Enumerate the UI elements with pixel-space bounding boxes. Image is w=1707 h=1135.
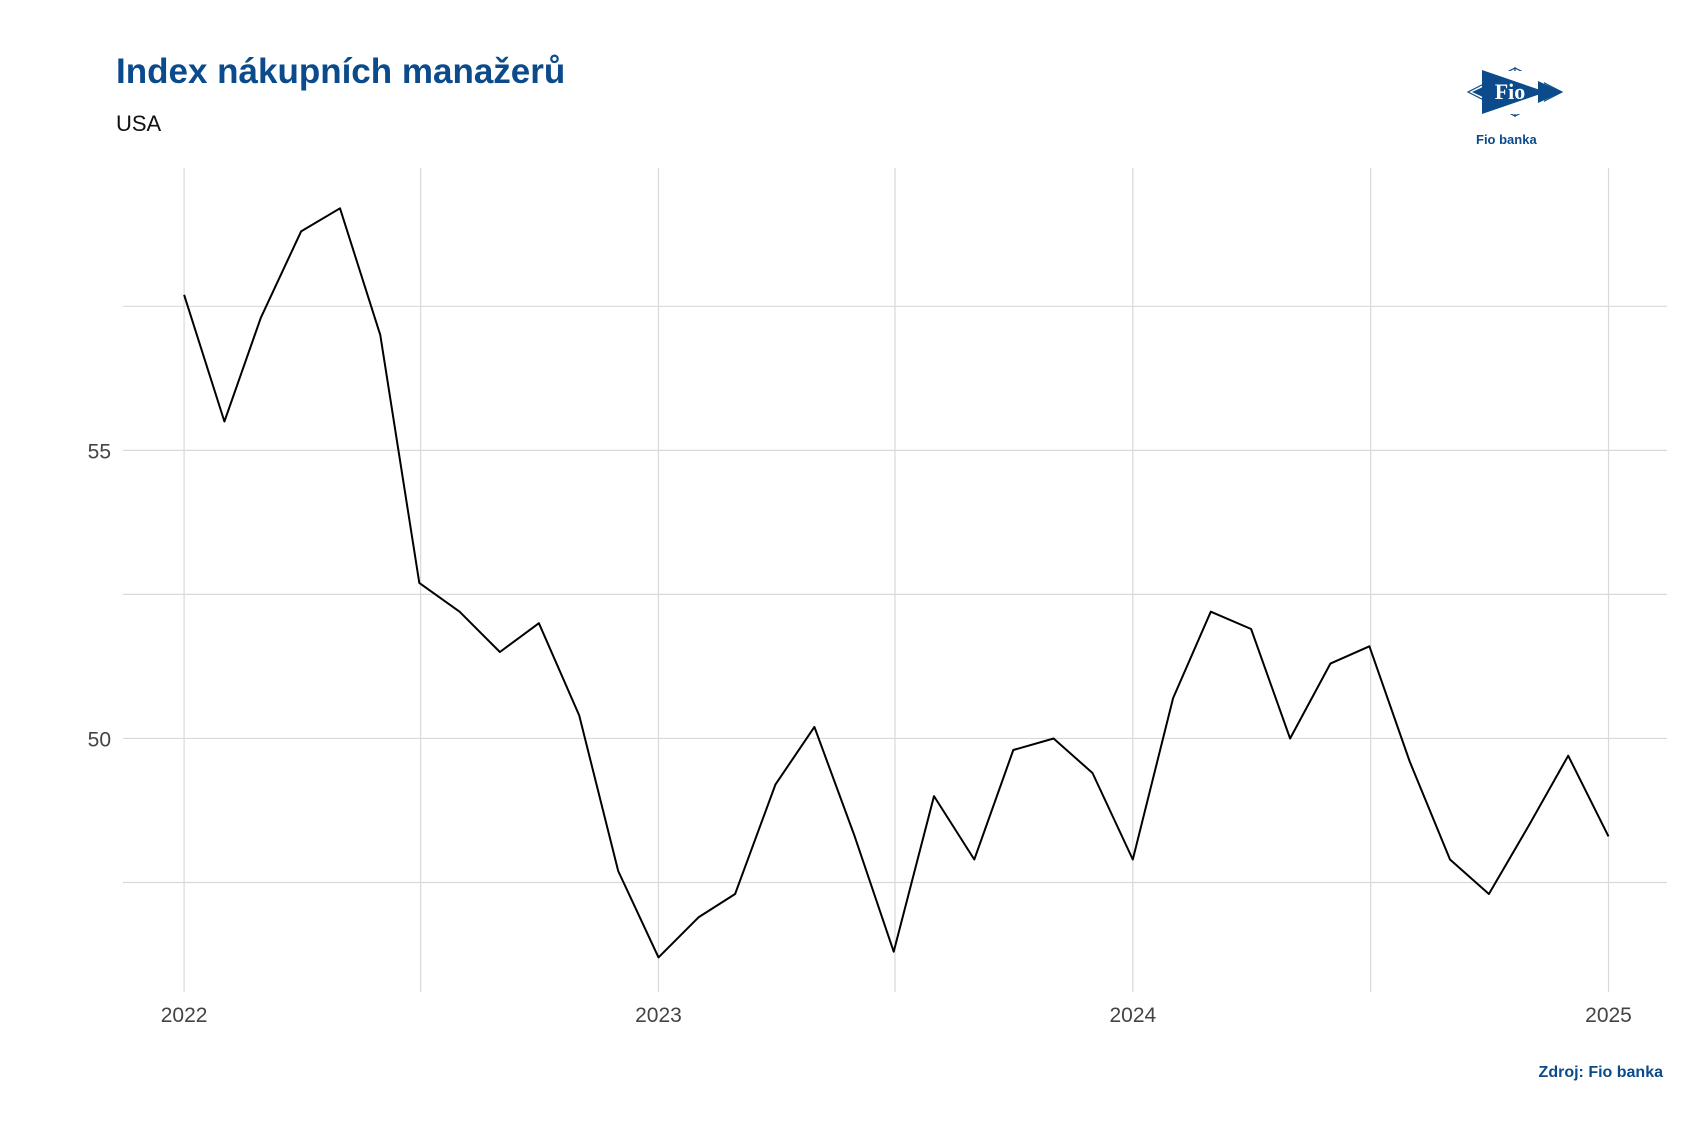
data-point (458, 610, 462, 614)
logo-caption: Fio banka (1476, 132, 1537, 147)
data-point (299, 229, 303, 233)
chart-title: Index nákupních manažerů (116, 52, 566, 91)
data-point (972, 857, 976, 861)
series-line (183, 207, 1610, 959)
y-tick-label: 55 (88, 440, 111, 463)
data-point (577, 713, 581, 717)
gridlines (123, 168, 1667, 992)
data-point (812, 725, 816, 729)
x-tick-label: 2023 (635, 1004, 682, 1027)
y-tick-label: 50 (88, 728, 111, 751)
data-point (378, 333, 382, 337)
data-point (1052, 736, 1056, 740)
data-point (1131, 857, 1135, 861)
data-point (259, 316, 263, 320)
chart-subtitle: USA (116, 111, 162, 136)
data-point (537, 621, 541, 625)
data-point (1448, 857, 1452, 861)
series-layer (182, 206, 1611, 959)
data-point (1527, 823, 1531, 827)
data-point (498, 650, 502, 654)
data-point (1487, 892, 1491, 896)
data-point (733, 892, 737, 896)
data-point (417, 581, 421, 585)
data-point (222, 420, 226, 424)
data-point (616, 869, 620, 873)
x-tick-label: 2024 (1109, 1004, 1156, 1027)
fio-banka-logo: Fio (1466, 67, 1564, 117)
data-point (1288, 736, 1292, 740)
data-point (892, 950, 896, 954)
data-point (1091, 771, 1095, 775)
source-note: Zdroj: Fio banka (1538, 1064, 1663, 1081)
data-point (656, 955, 660, 959)
data-point (853, 834, 857, 838)
axis-tick-labels: 50 55 2022 2023 2024 2025 (88, 440, 1632, 1027)
data-point (338, 206, 342, 210)
data-point (1328, 662, 1332, 666)
data-point (1607, 834, 1611, 838)
data-point (1566, 754, 1570, 758)
logo-text: Fio (1495, 79, 1526, 104)
data-point (1408, 760, 1412, 764)
data-point (182, 293, 186, 297)
data-point (932, 794, 936, 798)
data-point (697, 915, 701, 919)
data-point (1249, 627, 1253, 631)
x-tick-label: 2025 (1585, 1004, 1632, 1027)
x-tick-label: 2022 (161, 1004, 208, 1027)
data-point (1171, 696, 1175, 700)
data-point (773, 783, 777, 787)
data-point (1209, 610, 1213, 614)
data-point (1011, 748, 1015, 752)
data-point (1367, 644, 1371, 648)
